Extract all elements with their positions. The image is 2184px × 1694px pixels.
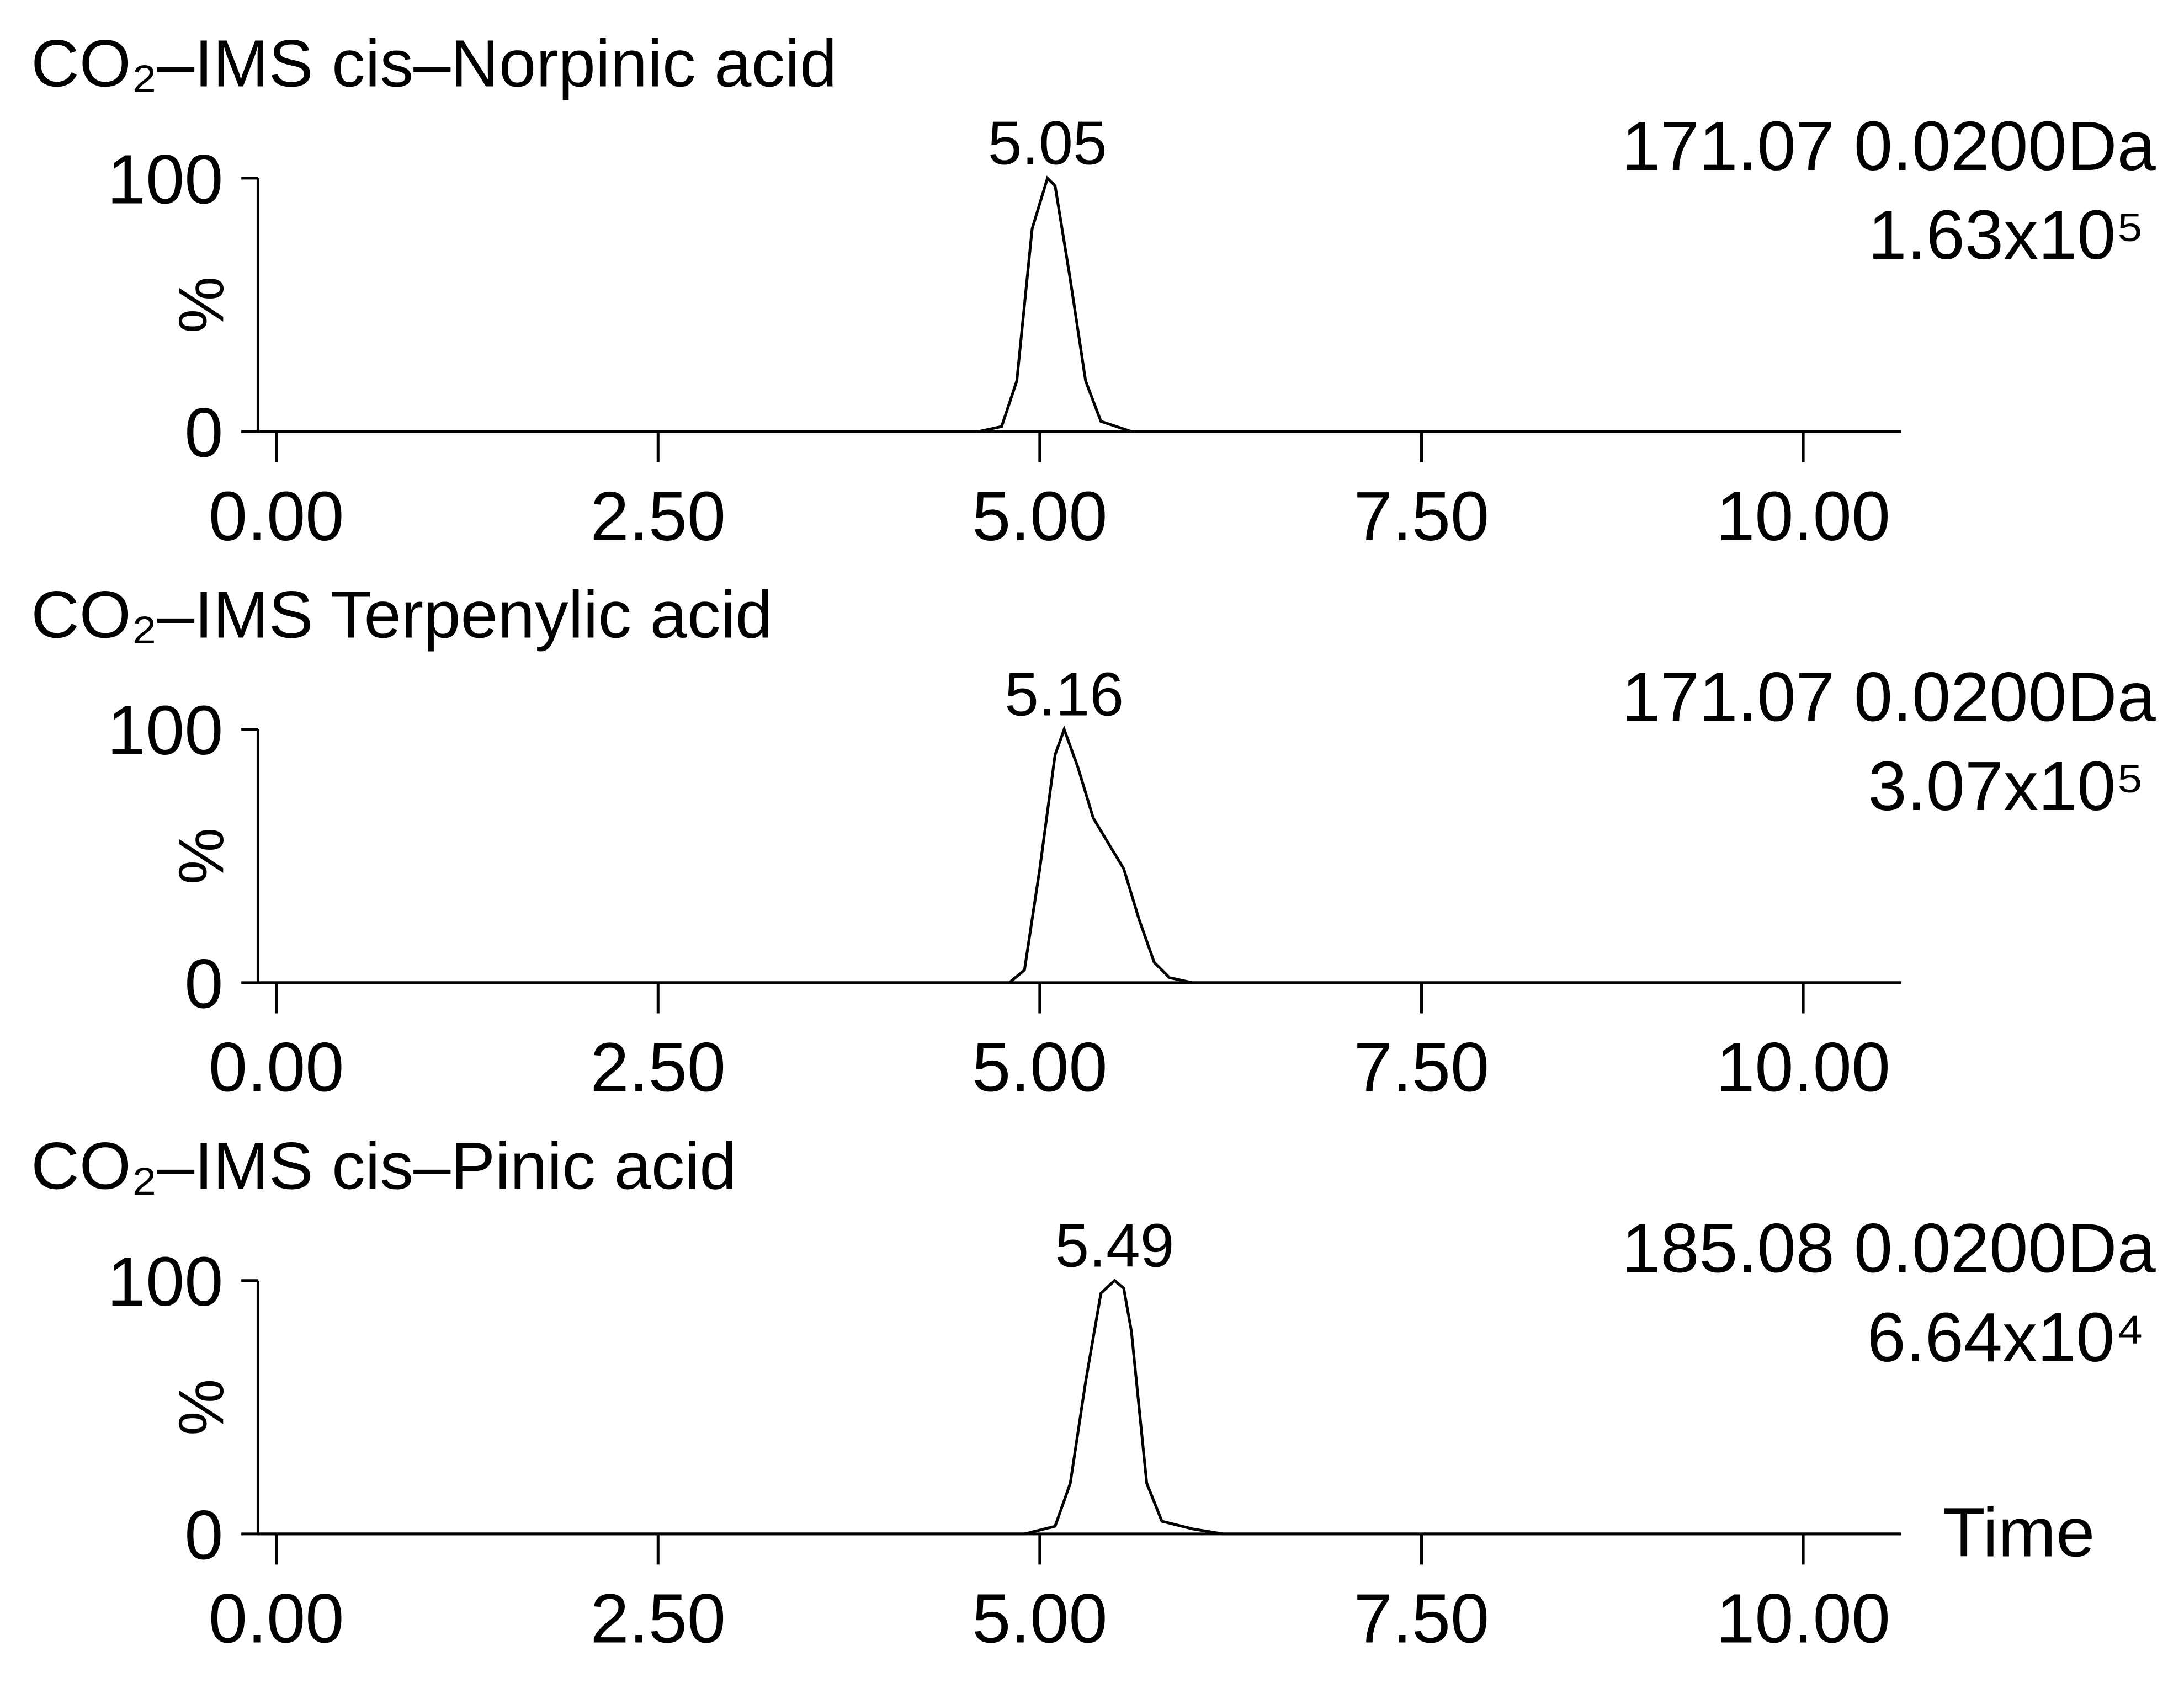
mass-label: 171.07 0.0200Da <box>1622 658 2156 736</box>
y-tick-label: 100 <box>107 691 223 769</box>
y-tick-label: 100 <box>107 1243 223 1320</box>
x-tick-label: 0.00 <box>209 1580 344 1658</box>
y-axis-label: % <box>165 276 237 333</box>
x-tick-label: 0.00 <box>209 477 344 555</box>
x-tick-label: 7.50 <box>1354 1580 1489 1658</box>
intensity-label: 3.07x10⁵ <box>1868 747 2145 825</box>
x-tick-label: 2.50 <box>591 1580 726 1658</box>
x-tick-label: 7.50 <box>1354 477 1489 555</box>
x-tick-label: 10.00 <box>1716 1029 1890 1106</box>
intensity-label: 6.64x10⁴ <box>1867 1298 2145 1376</box>
x-tick-label: 5.00 <box>972 1029 1107 1106</box>
y-tick-label: 0 <box>184 1496 223 1574</box>
chart-title: CO₂–IMS cis–Pinic acid <box>31 1128 736 1203</box>
x-tick-label: 7.50 <box>1354 1029 1489 1106</box>
x-tick-label: 2.50 <box>591 477 726 555</box>
chromatogram-line <box>258 1279 1901 1536</box>
mass-label: 185.08 0.0200Da <box>1622 1210 2156 1287</box>
chart-title: CO₂–IMS cis–Norpinic acid <box>31 25 837 100</box>
y-axis-label: % <box>165 828 237 885</box>
intensity-label: 1.63x10⁵ <box>1868 196 2145 274</box>
peak-label: 5.05 <box>988 109 1107 178</box>
x-tick-label: 10.00 <box>1716 1580 1890 1658</box>
y-tick-label: 100 <box>107 140 223 218</box>
x-tick-label: 10.00 <box>1716 477 1890 555</box>
x-tick-label: 2.50 <box>591 1029 726 1106</box>
peak-label: 5.49 <box>1055 1212 1174 1280</box>
y-tick-label: 0 <box>184 393 223 471</box>
x-tick-label: 0.00 <box>209 1029 344 1106</box>
peak-label: 5.16 <box>1005 660 1124 729</box>
chart-title: CO₂–IMS Terpenylic acid <box>31 577 773 652</box>
chromatogram-line <box>258 175 1901 433</box>
mass-label: 171.07 0.0200Da <box>1622 107 2156 185</box>
x-tick-label: 5.00 <box>972 1580 1107 1658</box>
y-tick-label: 0 <box>184 945 223 1022</box>
x-tick-label: 5.00 <box>972 477 1107 555</box>
y-axis-label: % <box>165 1379 237 1436</box>
chromatogram-line <box>258 725 1901 984</box>
x-axis-label: Time <box>1943 1493 2095 1571</box>
